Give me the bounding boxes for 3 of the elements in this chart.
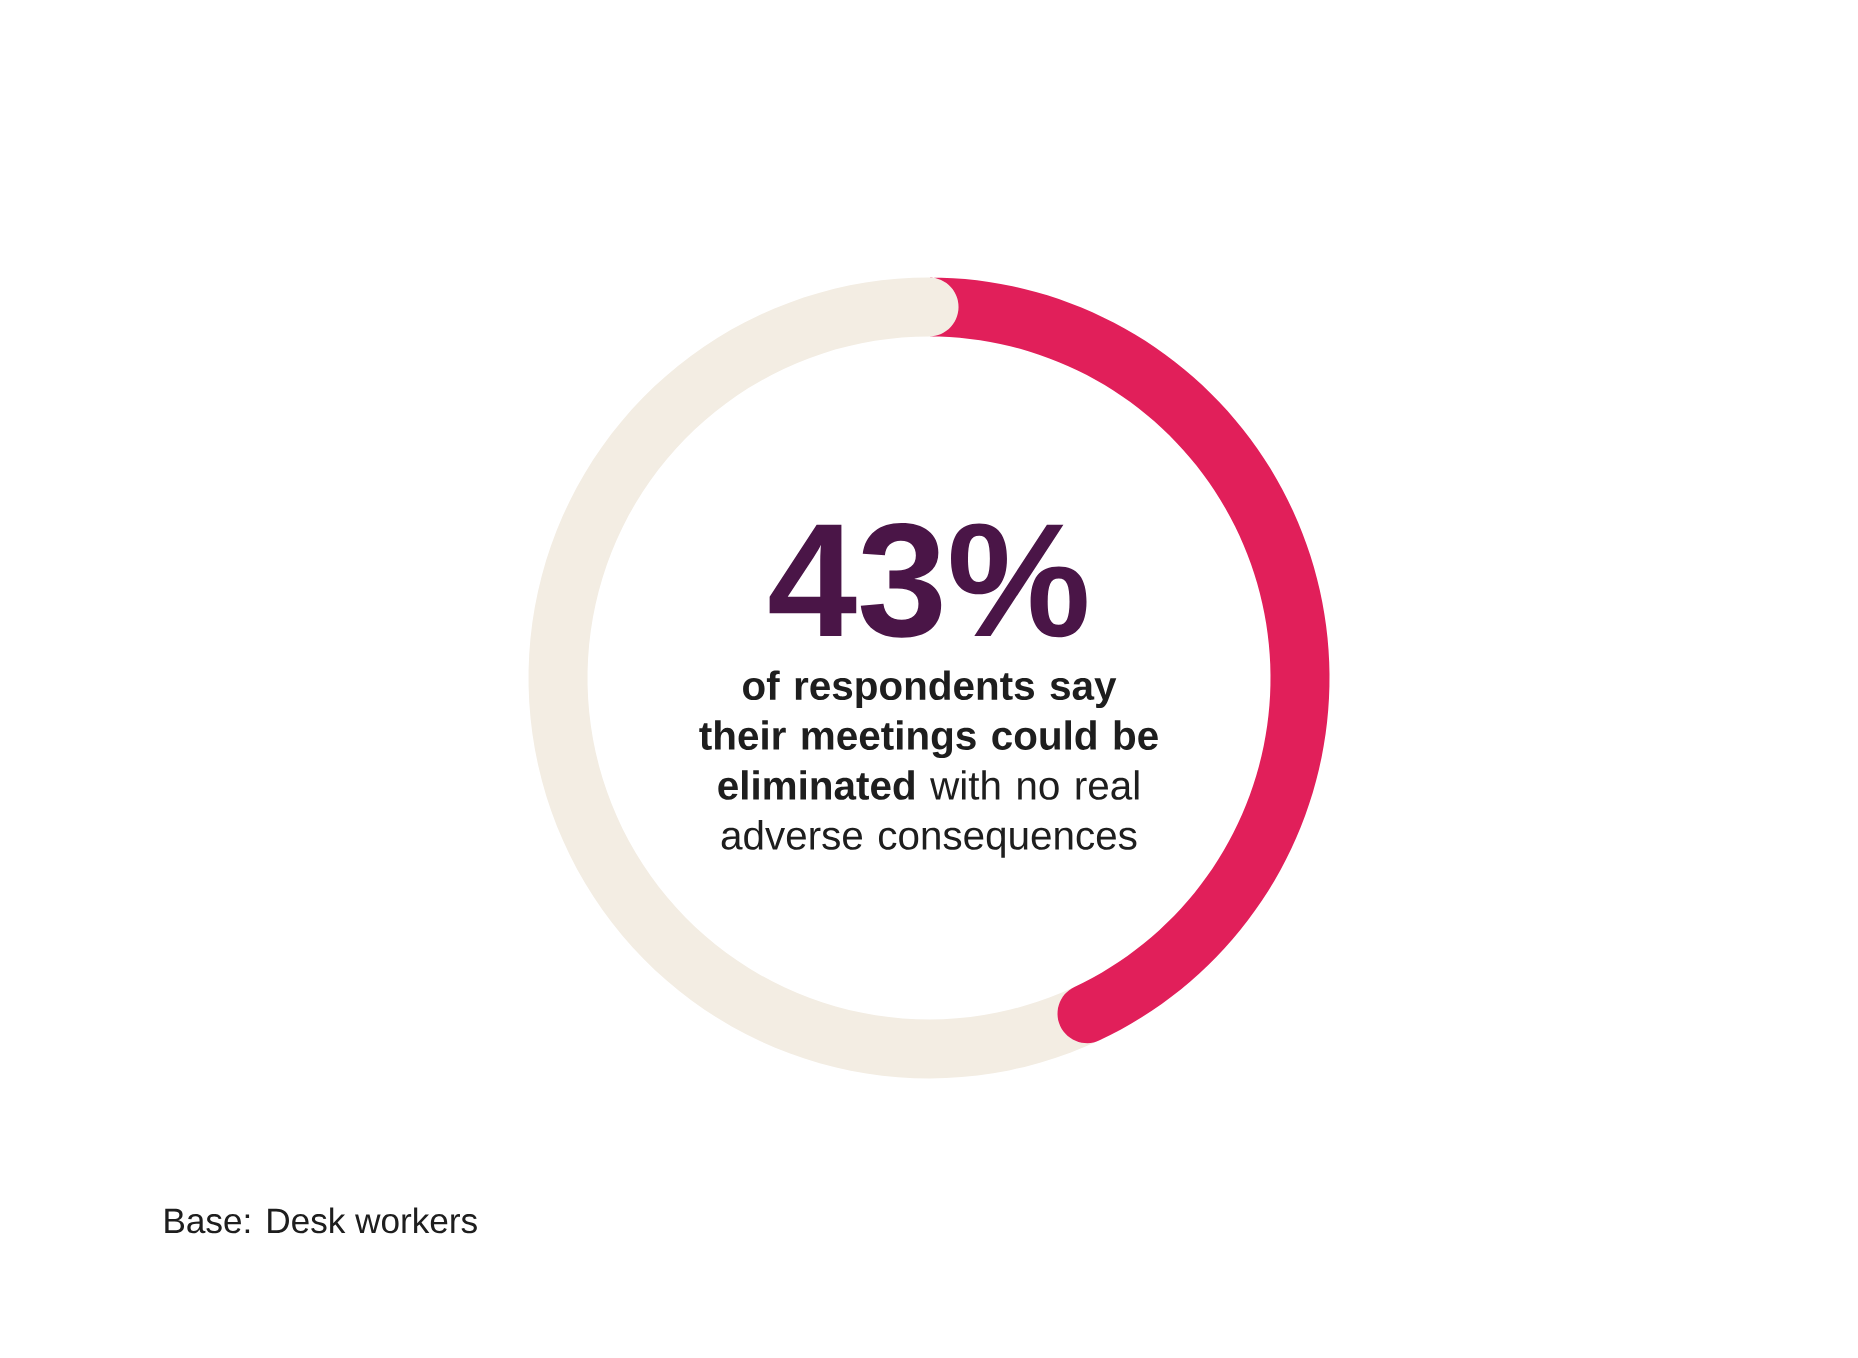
text: of respondents say their meetings could be eliminated with no real adverse consequences <box>699 670 1158 858</box>
data-label: 43% <box>769 523 1087 638</box>
text: Base: Desk workers <box>165 1207 477 1234</box>
